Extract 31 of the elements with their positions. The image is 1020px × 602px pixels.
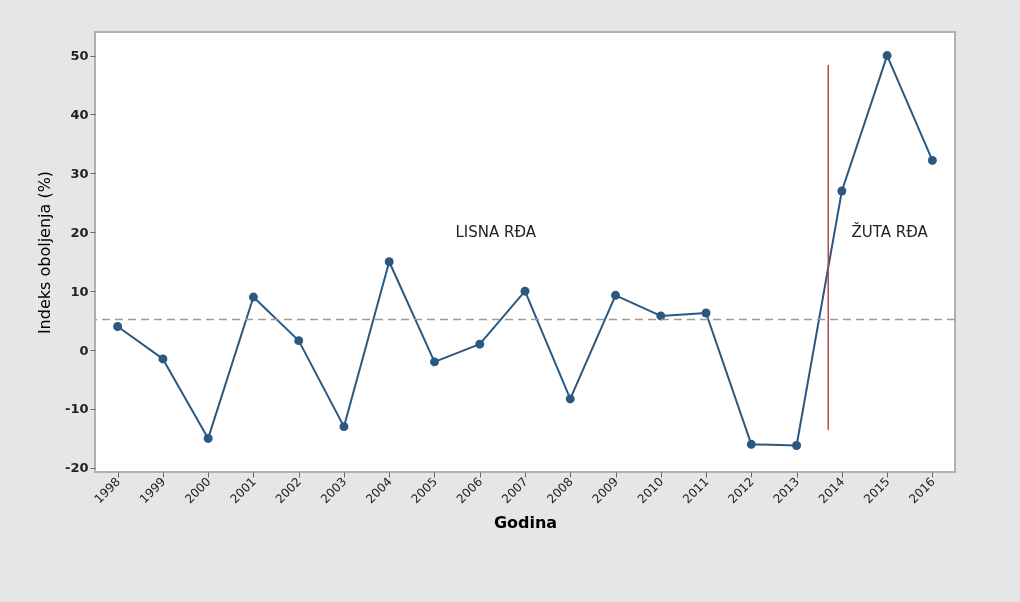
y-tick-label: 10 — [70, 283, 89, 299]
point — [882, 51, 892, 61]
point — [520, 286, 530, 296]
point — [384, 257, 394, 267]
annotation: ŽUTA RĐA — [851, 222, 929, 242]
point — [294, 336, 304, 346]
y-tick-label: 40 — [70, 106, 89, 122]
point — [656, 311, 666, 321]
y-tick-label: 30 — [70, 165, 89, 181]
point — [837, 186, 847, 196]
y-axis-title: Indeks oboljenja (%) — [35, 170, 55, 335]
x-axis-title: Godina — [493, 513, 558, 533]
point — [339, 422, 349, 432]
point — [565, 394, 575, 404]
point — [746, 439, 756, 449]
point — [927, 155, 937, 165]
point — [248, 292, 258, 302]
y-tick-label: -20 — [65, 460, 89, 476]
point — [611, 290, 620, 300]
y-tick-label: 50 — [70, 48, 89, 64]
y-tick-label: 20 — [70, 224, 89, 240]
y-tick-label: -10 — [65, 401, 89, 417]
point — [158, 354, 168, 364]
point — [430, 357, 439, 367]
point — [701, 308, 711, 318]
y-tick-label: 0 — [79, 342, 89, 358]
annotation: LISNA RĐA — [455, 223, 537, 242]
point — [475, 339, 485, 349]
point — [113, 322, 123, 331]
point — [792, 441, 802, 450]
point — [203, 433, 213, 443]
